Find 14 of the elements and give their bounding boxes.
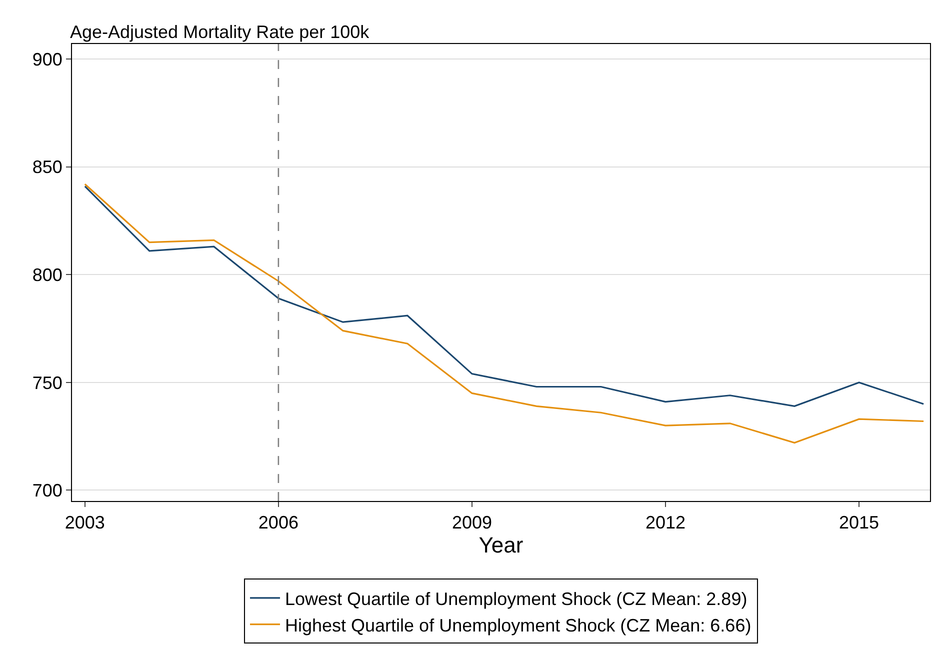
x-axis-title: Year [478,532,524,558]
x-tick-label: 2015 [839,512,880,533]
y-tick-label: 700 [32,480,62,501]
legend-label: Lowest Quartile of Unemployment Shock (CZ Mean: 2.89) [285,588,748,609]
y-axis-title: Age-Adjusted Mortality Rate per 100k [70,22,370,42]
x-tick-label: 2009 [452,512,492,533]
y-tick-label: 800 [32,264,62,285]
y-tick-label: 900 [32,49,62,70]
x-tick-label: 2003 [64,512,105,533]
x-tick-label: 2006 [258,512,298,533]
x-tick-label: 2012 [645,512,686,533]
y-tick-label: 850 [32,157,62,178]
legend-label: Highest Quartile of Unemployment Shock (CZ Mean: 6.66) [285,615,752,636]
y-tick-label: 750 [32,372,62,393]
